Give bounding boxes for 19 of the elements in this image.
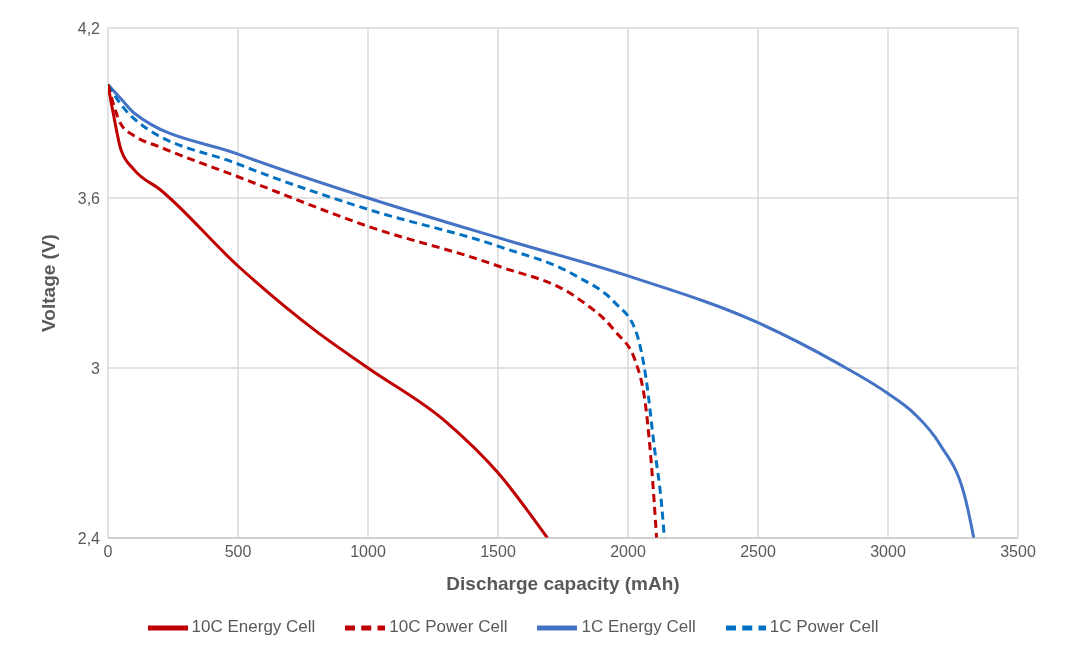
y-axis-title: Voltage (V) (37, 234, 59, 332)
x-tick-label: 3000 (870, 543, 906, 561)
legend-label: 1C Power Cell (769, 617, 879, 637)
x-tick-label: 2500 (740, 543, 776, 561)
legend-label: 1C Energy Cell (581, 617, 696, 637)
y-tick-label: 3 (91, 359, 101, 377)
x-axis-title: Discharge capacity (mAh) (446, 573, 680, 594)
y-tick-label: 4,2 (77, 19, 101, 37)
x-tick-label: 1500 (480, 543, 516, 561)
legend-label: 10C Power Cell (389, 617, 508, 637)
x-tick-label: 2000 (610, 543, 646, 561)
y-tick-label: 2,4 (77, 529, 101, 547)
line-series (108, 83, 976, 538)
y-tick-label: 3,6 (77, 189, 101, 207)
legend-label: 10C Energy Cell (191, 617, 316, 637)
x-tick-label: 3500 (1000, 543, 1036, 561)
x-tick-label: 500 (224, 543, 252, 561)
x-tick-label: 0 (103, 543, 113, 561)
x-tick-label: 1000 (350, 543, 386, 561)
